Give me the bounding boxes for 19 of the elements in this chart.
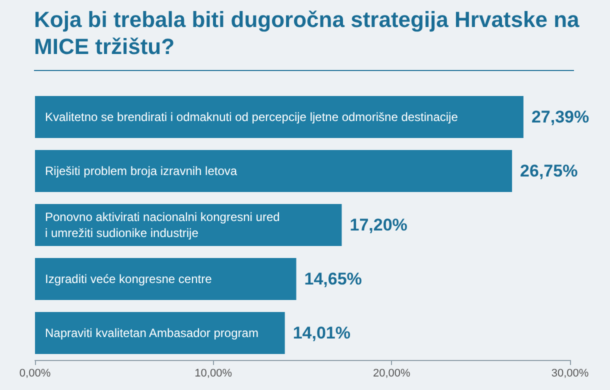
bar (35, 312, 285, 354)
data-label: 26,75% (520, 162, 578, 180)
chart-title: Koja bi trebala biti dugoročna strategija Hrvatske na MICE tržištu? (34, 6, 580, 60)
y-tick-label: Napraviti kvalitetan Ambasador program (45, 326, 258, 340)
y-tick-label: Kvalitetno se brendirati i odmaknuti od percepcije ljetne odmorišne destinacije (45, 110, 458, 124)
bar (35, 150, 512, 192)
x-tick-label: 20,00% (373, 368, 411, 380)
data-label: 17,20% (350, 216, 408, 234)
data-label: 14,01% (292, 324, 351, 342)
x-tick-label: 30,00% (551, 368, 589, 380)
y-tick-label: Izgraditi veće kongresne centre (45, 272, 212, 286)
y-tick-label: Ponovno aktivirati nacionalni kongresni ured i umrežiti sudionike industrije (45, 210, 280, 240)
data-label: 14,65% (304, 270, 362, 288)
x-tick-label: 0,00% (19, 368, 51, 380)
y-tick-label: Riješiti problem broja izravnih letova (45, 164, 238, 178)
data-label: 27,39% (531, 108, 590, 126)
x-tick-label: 10,00% (194, 368, 232, 380)
bar (35, 258, 296, 300)
bar (35, 96, 524, 138)
